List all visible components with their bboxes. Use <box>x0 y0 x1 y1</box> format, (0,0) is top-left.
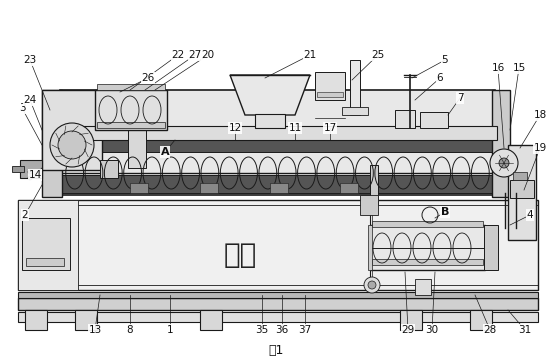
Bar <box>372 259 483 265</box>
Bar <box>492 90 510 197</box>
Polygon shape <box>230 75 310 115</box>
Text: 24: 24 <box>23 95 36 105</box>
Bar <box>400 310 422 330</box>
Bar <box>128 126 146 168</box>
Text: 3: 3 <box>19 103 25 113</box>
Bar <box>370 165 378 205</box>
Bar <box>62 134 492 152</box>
Text: 18: 18 <box>534 110 546 120</box>
Text: 37: 37 <box>299 325 312 335</box>
Bar <box>22 218 70 270</box>
Bar <box>395 110 415 128</box>
Bar <box>97 122 165 128</box>
Bar <box>12 166 24 172</box>
Bar <box>317 92 343 97</box>
Text: 25: 25 <box>372 50 385 60</box>
Bar <box>484 225 498 270</box>
Circle shape <box>490 149 518 177</box>
Bar <box>360 195 378 215</box>
Bar <box>350 60 360 115</box>
Bar <box>97 84 165 90</box>
Bar <box>372 221 483 227</box>
Circle shape <box>50 123 94 167</box>
Text: 8: 8 <box>127 325 133 335</box>
Bar <box>370 225 485 270</box>
Text: 2: 2 <box>22 210 28 220</box>
Bar <box>18 312 538 322</box>
Text: 36: 36 <box>275 325 289 335</box>
Bar <box>130 183 148 193</box>
Text: 19: 19 <box>534 143 546 153</box>
Text: 29: 29 <box>401 325 415 335</box>
Text: 20: 20 <box>201 50 215 60</box>
Bar <box>100 160 118 178</box>
Bar <box>315 72 345 100</box>
Text: 28: 28 <box>483 325 497 335</box>
Bar <box>18 200 538 290</box>
Text: 16: 16 <box>492 63 505 73</box>
Text: 21: 21 <box>304 50 317 60</box>
Bar <box>18 292 538 298</box>
Bar <box>513 172 527 180</box>
Bar <box>25 310 47 330</box>
Text: 5: 5 <box>442 55 448 65</box>
Circle shape <box>58 131 86 159</box>
Circle shape <box>368 281 376 289</box>
Bar <box>200 183 218 193</box>
Text: 27: 27 <box>189 50 202 60</box>
Text: 12: 12 <box>228 123 242 133</box>
Circle shape <box>364 277 380 293</box>
Text: 30: 30 <box>425 325 439 335</box>
Text: 35: 35 <box>255 325 269 335</box>
Bar <box>18 298 538 310</box>
Bar <box>62 175 492 193</box>
Text: 1: 1 <box>166 325 173 335</box>
Bar <box>420 112 448 128</box>
Text: 图1: 图1 <box>268 343 284 356</box>
Bar <box>255 114 285 128</box>
Bar <box>18 200 78 290</box>
Bar <box>42 90 62 197</box>
Bar <box>60 126 497 140</box>
Text: 7: 7 <box>457 93 463 103</box>
Bar <box>342 107 368 115</box>
Text: A: A <box>161 147 169 157</box>
Bar <box>20 160 42 178</box>
Text: 22: 22 <box>171 50 185 60</box>
Text: 11: 11 <box>288 123 301 133</box>
Text: 17: 17 <box>324 123 337 133</box>
Bar <box>75 310 97 330</box>
Text: 26: 26 <box>142 73 155 83</box>
Text: 6: 6 <box>437 73 444 83</box>
Bar <box>415 279 431 295</box>
Circle shape <box>28 176 32 180</box>
Bar <box>42 90 102 170</box>
Bar <box>470 310 492 330</box>
Bar <box>95 90 167 130</box>
Bar <box>368 225 372 270</box>
Bar <box>200 310 222 330</box>
Bar <box>270 183 288 193</box>
Bar <box>510 180 534 198</box>
Text: 水箱: 水箱 <box>223 241 257 269</box>
Bar <box>508 145 536 240</box>
Text: 23: 23 <box>23 55 36 65</box>
Bar <box>26 258 64 266</box>
Circle shape <box>28 170 32 174</box>
Text: 14: 14 <box>28 170 41 180</box>
Text: B: B <box>441 207 449 217</box>
Circle shape <box>499 158 509 168</box>
Text: 15: 15 <box>513 63 525 73</box>
Text: 31: 31 <box>518 325 531 335</box>
Text: 13: 13 <box>88 325 102 335</box>
Bar <box>340 183 358 193</box>
Bar <box>60 90 495 195</box>
Text: 4: 4 <box>526 210 533 220</box>
